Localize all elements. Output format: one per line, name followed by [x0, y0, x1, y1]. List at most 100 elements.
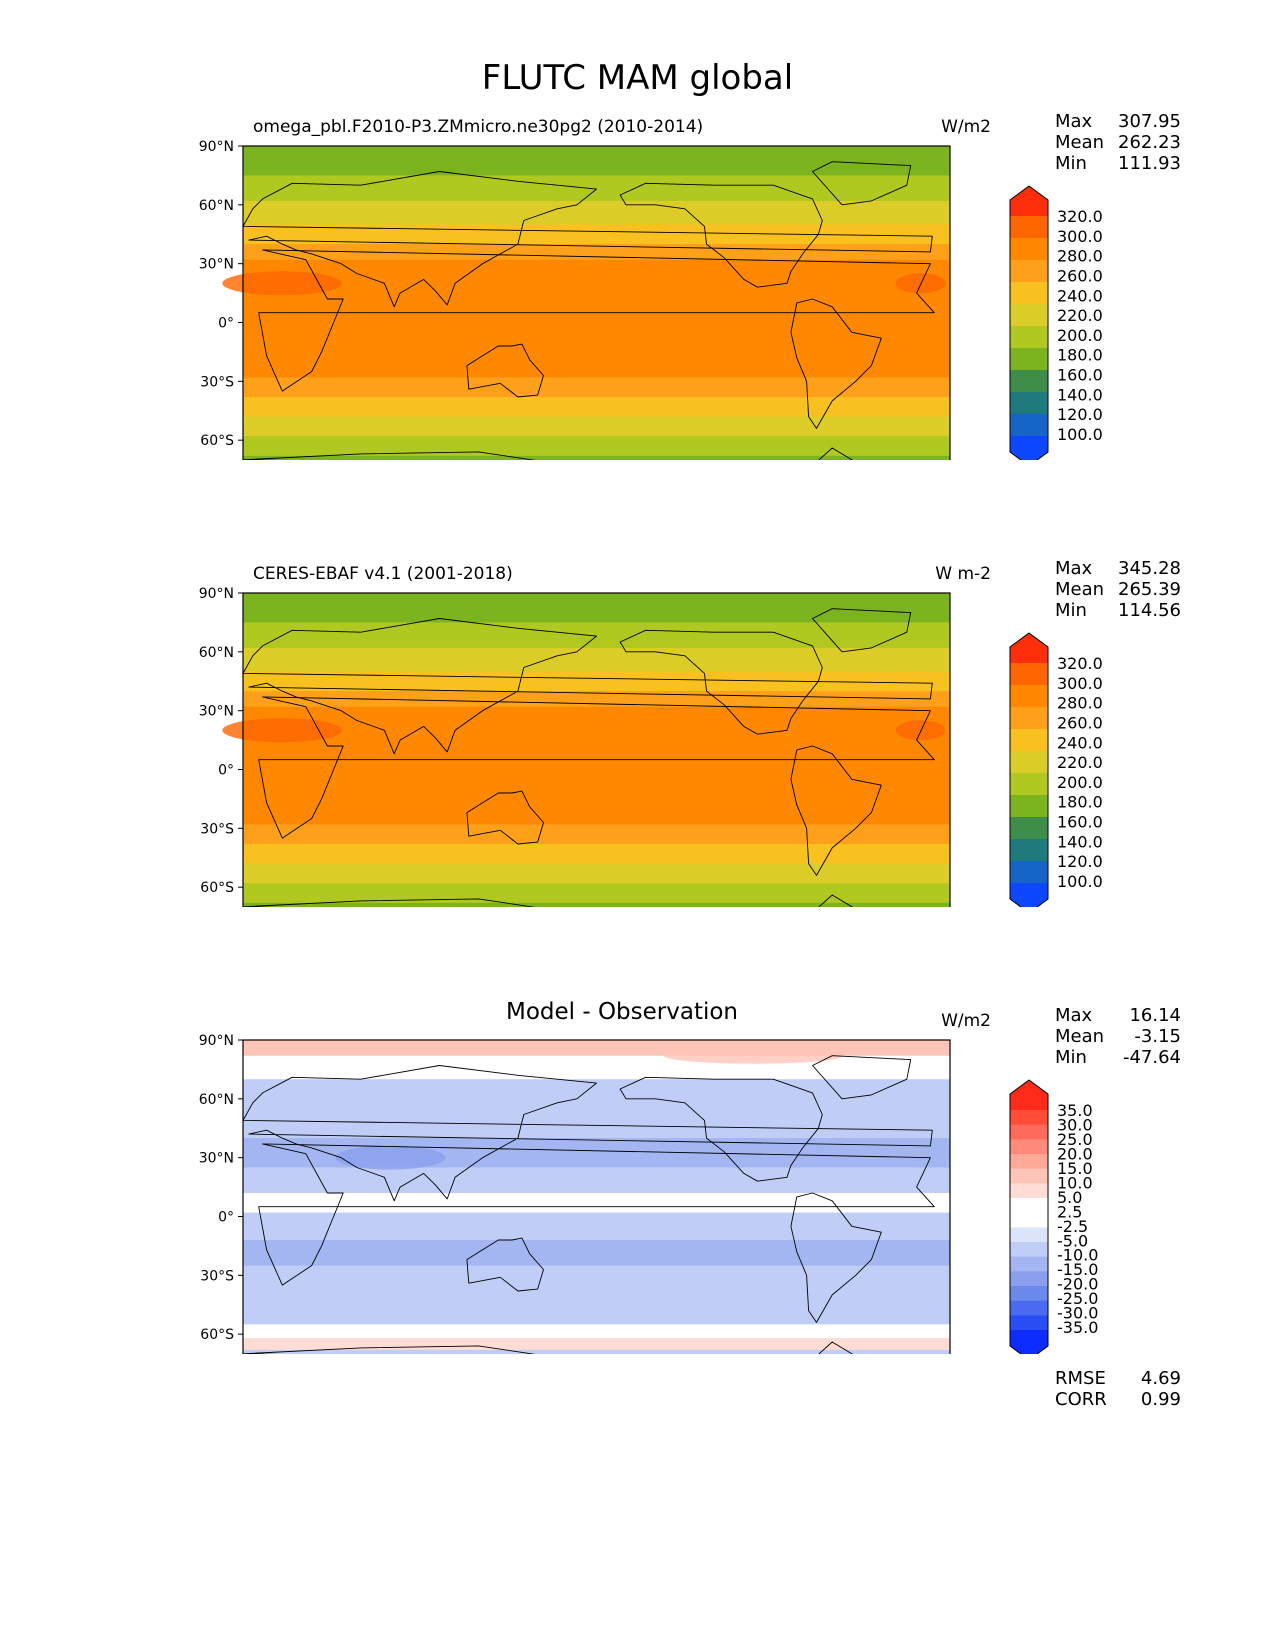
metric-value: 0.99: [1140, 1389, 1181, 1410]
colorbar-label: -15.0: [1057, 1260, 1098, 1279]
colorbar-label: 15.0: [1057, 1159, 1093, 1178]
coastline: [242, 447, 854, 460]
diff-band: [243, 1108, 950, 1139]
stat-label: Max: [1055, 558, 1093, 579]
colorbar-label: 280.0: [1057, 247, 1103, 266]
colorbar-label: -2.5: [1057, 1217, 1088, 1236]
field-band: [243, 175, 950, 202]
coastline: [466, 790, 544, 845]
lat-tick-label: 60°S: [200, 1327, 234, 1343]
field-blob: [222, 718, 343, 743]
colorbar-label: -35.0: [1057, 1318, 1098, 1337]
metrics-block: RMSE 4.69 CORR 0.99: [1055, 1368, 1181, 1410]
colorbar-label: 100.0: [1057, 425, 1103, 444]
lat-tick-label: 90°N: [199, 139, 234, 155]
lat-tick-label: 0°: [218, 1210, 234, 1226]
colorbar-segment: [1010, 751, 1048, 774]
colorbar-label: 20.0: [1057, 1144, 1093, 1163]
coastlines: [242, 1055, 935, 1354]
panel-title: Model - Observation: [505, 999, 739, 1025]
lat-tick-label: 30°S: [200, 1268, 234, 1284]
field-band: [243, 824, 950, 845]
colorbar-label: 160.0: [1057, 366, 1103, 385]
colorbar-segment: [1010, 773, 1048, 796]
colorbar-segment: [1010, 1271, 1048, 1287]
lat-tick-label: 0°: [218, 316, 234, 332]
field-band: [243, 706, 950, 741]
colorbar-segment: [1010, 1154, 1048, 1170]
colorbar-extend-max: [1010, 1080, 1048, 1110]
stats-block: Max 345.28 Mean 265.39 Min 114.56: [1055, 558, 1181, 621]
diff-band: [243, 1167, 950, 1194]
colorbar: 320.0300.0280.0260.0240.0220.0200.0180.0…: [1009, 632, 1103, 907]
field-blob: [895, 720, 946, 741]
stat-label: Mean: [1055, 579, 1105, 600]
coastline: [812, 608, 912, 653]
field-band: [243, 436, 950, 457]
diff-band: [243, 1040, 950, 1057]
stat-label: Min: [1055, 600, 1087, 621]
map-field: [243, 1040, 950, 1354]
panel-units: W m-2: [935, 564, 991, 584]
colorbar-label: 240.0: [1057, 733, 1103, 752]
stat-value: 345.28: [1118, 558, 1181, 579]
colorbar-segment: [1010, 707, 1048, 730]
colorbar-segment: [1010, 348, 1048, 371]
coastline: [466, 343, 544, 398]
coastlines: [242, 161, 935, 460]
colorbar-segment: [1010, 238, 1048, 261]
colorbar-label: 260.0: [1057, 713, 1103, 732]
colorbar-label: 140.0: [1057, 385, 1103, 404]
colorbar-label: 100.0: [1057, 872, 1103, 891]
lat-tick-label: 30°N: [199, 257, 234, 273]
colorbar-extend-min: [1010, 883, 1048, 907]
colorbar-label: -20.0: [1057, 1275, 1098, 1294]
diff-band: [243, 1240, 950, 1267]
coastline: [258, 1143, 935, 1286]
colorbar-segment: [1010, 861, 1048, 884]
coastline: [619, 182, 823, 288]
colorbar-segment: [1010, 414, 1048, 437]
diff-band: [243, 1192, 950, 1214]
colorbar-label: 180.0: [1057, 793, 1103, 812]
metric-value: 4.69: [1140, 1368, 1181, 1389]
colorbar-segment: [1010, 817, 1048, 840]
coastline: [619, 629, 823, 735]
coastline: [242, 618, 933, 755]
colorbar-segment: [1010, 1242, 1048, 1258]
colorbar-label: 30.0: [1057, 1115, 1093, 1134]
field-band: [243, 647, 950, 673]
field-band: [243, 902, 950, 907]
field-band: [243, 146, 950, 177]
field-blob: [222, 271, 343, 296]
colorbar-segment: [1010, 304, 1048, 327]
field-blob: [895, 273, 946, 294]
stats-block: Max 16.14 Mean -3.15 Min -47.64: [1055, 1005, 1181, 1068]
colorbar-segment: [1010, 1315, 1048, 1331]
colorbar-segment: [1010, 260, 1048, 283]
stat-label: Mean: [1055, 1026, 1105, 1047]
map-svg: 90°N60°N30°N0°30°S60°S90°S0°E60°E120°E18…: [199, 1033, 1098, 1354]
colorbar-segment: [1010, 663, 1048, 686]
map-panel-3: Model - Observation W/m2 Max 16.14 Mean -3.15…: [0, 894, 1275, 1410]
coastline: [790, 1192, 882, 1323]
colorbar-extend-max: [1010, 633, 1048, 663]
diff-band: [243, 1212, 950, 1241]
map-svg: 90°N60°N30°N0°30°S60°S90°S0°E60°E120°E18…: [199, 586, 1103, 907]
coastline: [242, 894, 854, 907]
lat-tick-label: 90°N: [199, 1033, 234, 1049]
colorbar-label: 35.0: [1057, 1101, 1093, 1120]
field-band: [243, 844, 950, 865]
stat-label: Min: [1055, 153, 1087, 174]
colorbar-segment: [1010, 1168, 1048, 1184]
field-band: [243, 622, 950, 649]
colorbar-label: 160.0: [1057, 813, 1103, 832]
coastlines: [242, 608, 935, 907]
lat-tick-label: 30°S: [200, 374, 234, 390]
colorbar-label: 120.0: [1057, 405, 1103, 424]
colorbar-segment: [1010, 795, 1048, 818]
field-band: [243, 244, 950, 261]
lat-tick-label: 60°S: [200, 880, 234, 896]
panel-units: W/m2: [941, 117, 991, 137]
colorbar-segment: [1010, 1227, 1048, 1243]
